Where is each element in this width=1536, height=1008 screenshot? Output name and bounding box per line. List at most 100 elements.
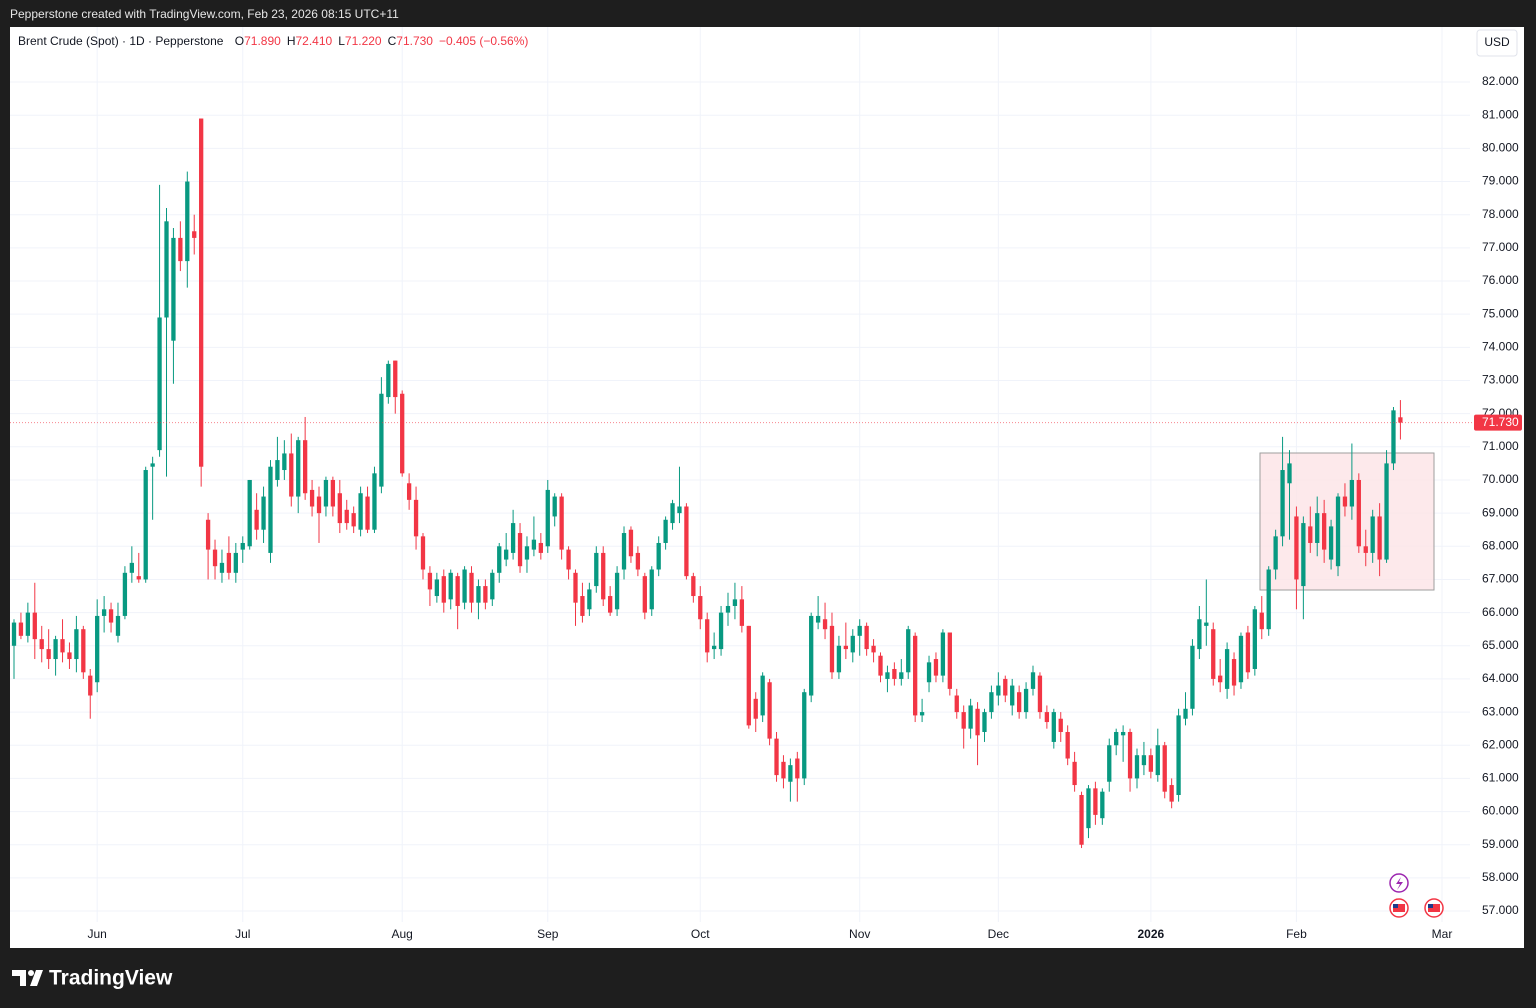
candle-body xyxy=(1308,526,1313,543)
candle-body xyxy=(795,758,800,779)
candle-body xyxy=(677,506,682,514)
legend-change: −0.405 (−0.56%) xyxy=(439,34,528,48)
legend-key: H xyxy=(287,34,296,48)
candle-body xyxy=(1134,755,1140,779)
x-tick-label: Feb xyxy=(1286,927,1307,941)
candle-body xyxy=(39,639,44,650)
candle-body xyxy=(746,625,751,726)
y-tick-label: 71.000 xyxy=(1482,439,1519,453)
flag xyxy=(1393,904,1405,912)
currency[interactable]: USD xyxy=(1484,35,1510,49)
candle-body xyxy=(899,672,904,679)
candle-body xyxy=(490,572,495,600)
x-tick-label: Jun xyxy=(88,927,107,941)
currency-box[interactable] xyxy=(1476,29,1518,57)
x-tick-label: Aug xyxy=(392,927,413,941)
candle-body xyxy=(822,619,828,630)
candle-body xyxy=(1287,463,1292,484)
candle-body xyxy=(247,479,252,547)
candle-body xyxy=(774,738,779,776)
candle-body xyxy=(337,493,342,524)
candle-body xyxy=(420,536,426,570)
candle-body xyxy=(268,466,273,553)
candle-body xyxy=(1384,463,1389,560)
y-tick-label: 58.000 xyxy=(1482,870,1519,884)
y-tick-label: 80.000 xyxy=(1482,141,1519,155)
candle-body xyxy=(1003,678,1008,696)
candle-body xyxy=(289,453,294,497)
legend-key: O xyxy=(235,34,244,48)
y-tick-label: 65.000 xyxy=(1482,638,1519,652)
candle-body xyxy=(1058,718,1063,732)
candle-body xyxy=(524,546,530,560)
candle-body xyxy=(753,698,758,719)
candle-body xyxy=(829,625,835,673)
candle-body xyxy=(802,692,807,779)
x-tick-label: Nov xyxy=(849,927,870,941)
y-tick-label: 61.000 xyxy=(1482,771,1519,785)
candle-body xyxy=(171,237,176,341)
candle-body xyxy=(46,649,51,660)
candle-body xyxy=(635,552,641,570)
candle-body xyxy=(455,576,460,606)
candle-body xyxy=(483,586,488,603)
candle-body xyxy=(60,639,65,653)
candle-body xyxy=(53,639,58,660)
legend: Brent Crude (Spot) · 1D · Pepperstone O7… xyxy=(18,34,528,48)
x-tick-label: 2026 xyxy=(1138,927,1165,941)
candle-body xyxy=(885,672,890,679)
candle-body xyxy=(1127,731,1133,779)
candle-body xyxy=(386,363,391,398)
y-tick-label: 60.000 xyxy=(1482,804,1519,818)
candle-body xyxy=(961,712,966,729)
candle-body xyxy=(1259,612,1264,630)
candle-body xyxy=(906,629,911,673)
candle-body xyxy=(1100,791,1105,819)
candle-body xyxy=(781,761,786,779)
candle-body xyxy=(1190,645,1195,709)
candle-body xyxy=(718,612,724,650)
candle-body xyxy=(1155,745,1160,776)
candle-body xyxy=(205,519,211,550)
candle-body xyxy=(406,483,412,500)
candle-body xyxy=(379,393,384,487)
candle-body xyxy=(1280,470,1285,537)
candle-body xyxy=(989,692,994,713)
candle-body xyxy=(400,393,405,474)
candle-body xyxy=(878,655,883,676)
candle-body xyxy=(136,576,141,580)
candle-body xyxy=(1294,516,1299,580)
candle-body xyxy=(1398,417,1403,423)
candle-body xyxy=(504,549,509,560)
candle-body xyxy=(580,596,585,616)
candle-body xyxy=(462,569,467,603)
candle-body xyxy=(788,765,793,782)
y-tick-label: 78.000 xyxy=(1482,207,1519,221)
candle-body xyxy=(538,542,543,553)
candle-body xyxy=(892,668,897,679)
candle-body xyxy=(1120,731,1126,736)
candle-body xyxy=(143,470,148,580)
candle-body xyxy=(1211,629,1216,679)
candle-body xyxy=(1349,479,1355,507)
candle-body xyxy=(275,460,280,480)
candle-body xyxy=(663,519,668,543)
candle-body xyxy=(968,705,973,729)
candle-body xyxy=(413,499,419,537)
candle-body xyxy=(864,625,869,650)
candle-body xyxy=(365,496,370,530)
axes: 57.000 58.000 59.000 60.000 61.000 62.000 63.0… xyxy=(10,74,1522,941)
candle-body xyxy=(725,605,731,613)
y-tick-label: 64.000 xyxy=(1482,671,1519,685)
candle-body xyxy=(739,599,745,626)
x-tick-label: Oct xyxy=(691,927,710,941)
flag xyxy=(1393,904,1398,908)
candle-body xyxy=(150,463,155,467)
candle-body xyxy=(760,675,765,716)
candle-body xyxy=(656,542,661,570)
candle-body xyxy=(115,615,121,636)
x-tick-label: Jul xyxy=(235,927,250,941)
candle-body xyxy=(11,622,17,646)
candle-body xyxy=(233,552,238,573)
candle-body xyxy=(1335,496,1341,567)
